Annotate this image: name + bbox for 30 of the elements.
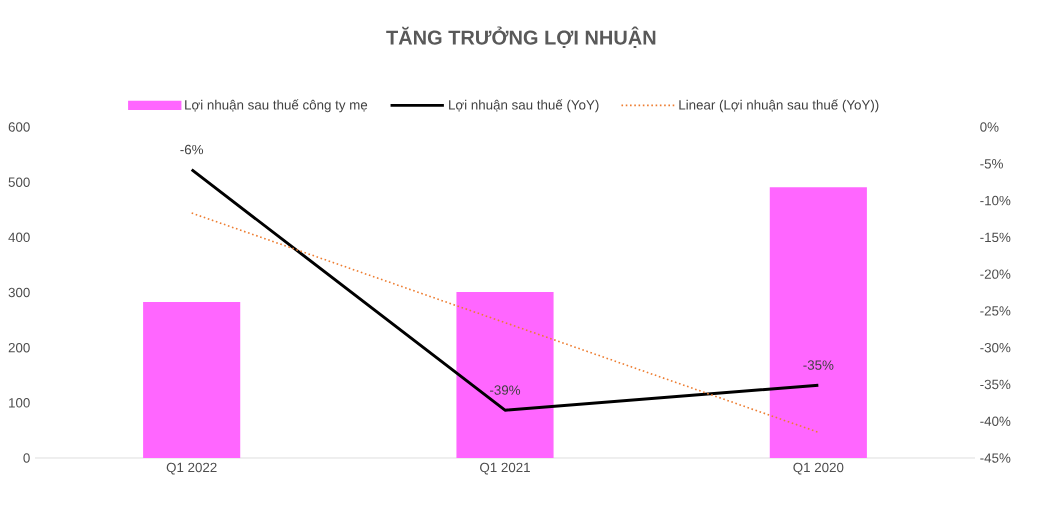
y2-tick-label: -40% (980, 416, 1011, 426)
chart-title: TĂNG TRƯỞNG LỢI NHUẬN (386, 26, 656, 49)
y2-tick-label: -10% (980, 195, 1011, 206)
bar (143, 301, 241, 458)
legend-label: Lợi nhuận sau thuế (YoY) (449, 99, 599, 113)
data-label: -6% (180, 144, 204, 155)
y2-tick-label: -20% (980, 269, 1011, 279)
bar (456, 291, 554, 458)
bar (769, 187, 867, 458)
x-tick-label: Q1 2020 (793, 462, 844, 475)
x-tick-label: Q1 2022 (166, 462, 217, 475)
legend-label: Lợi nhuận sau thuế công ty mẹ (185, 99, 368, 113)
data-label: -39% (490, 385, 521, 395)
y-tick-label: 500 (8, 177, 30, 187)
y-tick-label: 400 (8, 232, 30, 243)
y2-tick-label: -15% (980, 232, 1011, 243)
y-tick-label: 200 (8, 342, 30, 353)
y2-tick-label: -25% (980, 306, 1011, 316)
y-tick-label: 300 (8, 287, 30, 298)
y2-tick-label: -30% (980, 342, 1011, 353)
y2-tick-label: 0% (980, 122, 999, 132)
x-tick-label: Q1 2021 (480, 462, 530, 475)
y-tick-label: 0 (23, 453, 30, 463)
y-tick-label: 600 (8, 122, 30, 132)
y2-tick-label: -35% (980, 379, 1011, 390)
data-label: -35% (803, 360, 834, 370)
y-tick-label: 100 (9, 398, 30, 408)
y2-tick-label: -5% (980, 159, 1003, 169)
legend-label: Linear (Lợi nhuận sau thuế (YoY)) (679, 99, 879, 113)
y2-tick-label: -45% (980, 453, 1011, 463)
